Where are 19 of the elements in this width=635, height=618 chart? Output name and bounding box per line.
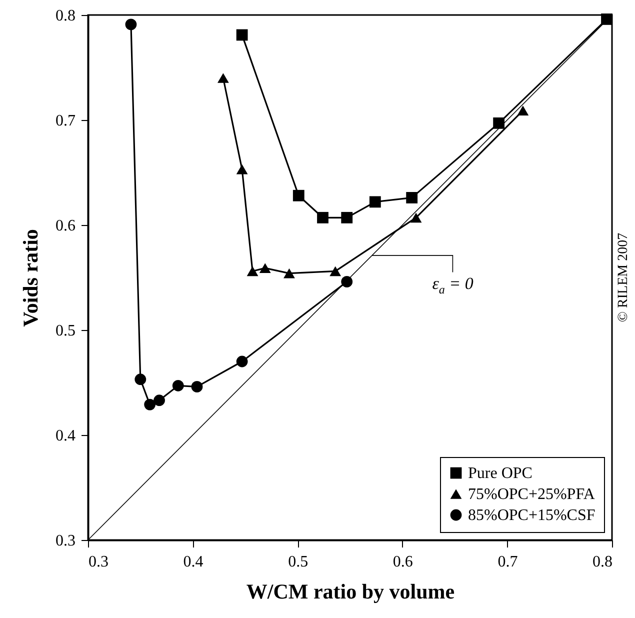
- x-axis-title: W/CM ratio by volume: [246, 580, 455, 604]
- x-tick-label: 0.4: [183, 554, 204, 570]
- x-tick-label: 0.3: [88, 554, 108, 570]
- y-tick-label: 0.3: [56, 532, 76, 550]
- legend-label: 85%OPC+15%CSF: [468, 507, 596, 524]
- y-tick-label: 0.8: [56, 8, 76, 24]
- y-tick-label: 0.7: [56, 112, 76, 130]
- annotation: ε$_{a}$ = 0: [432, 274, 474, 298]
- y-tick-label: 0.5: [56, 322, 76, 340]
- y-axis-title: Voids ratio: [18, 229, 42, 327]
- x-tick-label: 0.5: [288, 554, 308, 570]
- x-tick-label: 0.7: [498, 554, 518, 570]
- legend-label: Pure OPC: [468, 465, 532, 482]
- y-tick-label: 0.4: [56, 428, 76, 444]
- text: © RILEM 2007: [616, 232, 631, 322]
- y-tick-label: 0.6: [56, 218, 76, 234]
- x-tick-label: 0.6: [392, 554, 413, 570]
- legend-label: 75%OPC+25%PFA: [468, 486, 596, 503]
- x-tick-label: 0.8: [592, 554, 612, 570]
